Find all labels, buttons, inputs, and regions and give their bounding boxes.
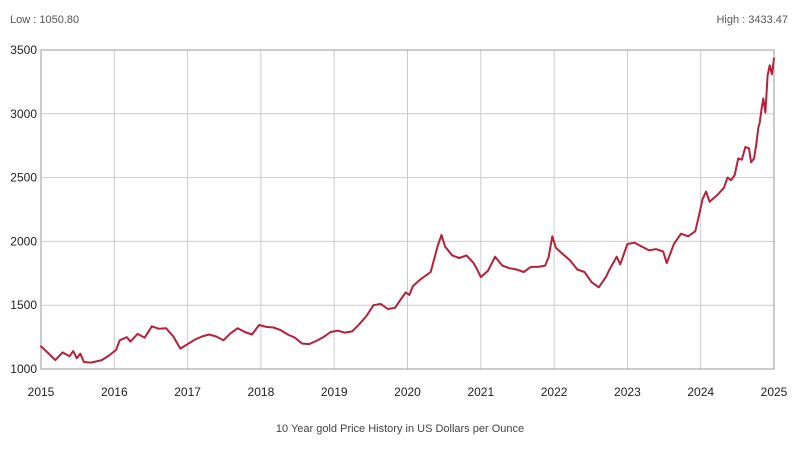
x-tick-label: 2021 (467, 385, 494, 399)
chart-grid (40, 49, 775, 370)
x-tick-label: 2019 (321, 385, 348, 399)
y-tick-label: 2000 (10, 234, 37, 248)
y-axis-ticks: 1000 1500 2000 2500 3000 3500 (10, 43, 37, 376)
x-tick-label: 2025 (761, 385, 788, 399)
x-tick-label: 2023 (614, 385, 641, 399)
y-tick-label: 1000 (10, 362, 37, 376)
x-tick-label: 2020 (394, 385, 421, 399)
x-tick-label: 2024 (687, 385, 714, 399)
x-tick-label: 2016 (101, 385, 128, 399)
y-tick-label: 1500 (10, 298, 37, 312)
x-tick-label: 2018 (248, 385, 275, 399)
y-tick-label: 3500 (10, 43, 37, 57)
x-tick-label: 2017 (174, 385, 201, 399)
x-tick-label: 2022 (541, 385, 568, 399)
x-axis-ticks: 2015 2016 2017 2018 2019 2020 2021 2022 2023 2024… (28, 385, 788, 399)
plot-frame (40, 49, 775, 370)
high-price-label: High : 3433.47 (716, 14, 788, 26)
chart-caption: 10 Year gold Price History in US Dollars… (275, 423, 525, 435)
x-tick-label: 2015 (28, 385, 55, 399)
gold-price-line (40, 57, 775, 364)
y-tick-label: 2500 (10, 171, 37, 185)
low-price-label: Low : 1050.80 (10, 14, 80, 26)
y-tick-label: 3000 (10, 107, 37, 121)
